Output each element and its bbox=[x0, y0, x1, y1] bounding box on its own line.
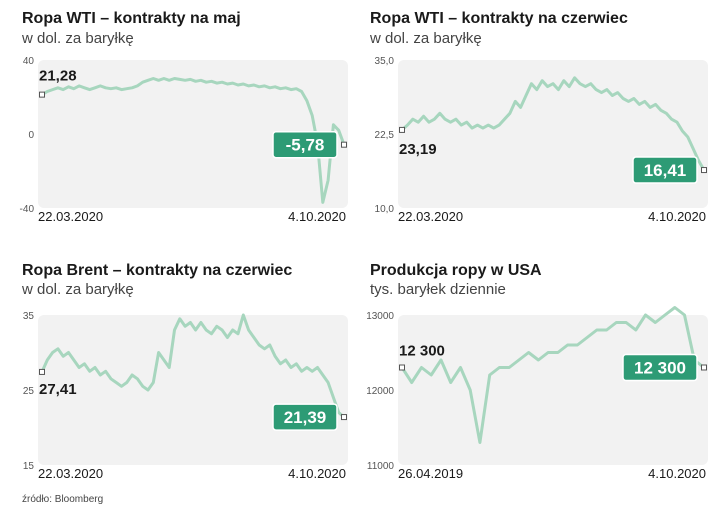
x-end-label: 4.10.2020 bbox=[288, 209, 346, 224]
line-chart: 35,0 22,5 10,0 23,19 16,41 22.03.2020 4.10.202… bbox=[375, 56, 708, 224]
end-point bbox=[701, 167, 707, 174]
start-point bbox=[39, 368, 45, 375]
plot-background bbox=[38, 60, 348, 208]
y-tick-label: 15 bbox=[23, 461, 35, 472]
y-tick-label: 22,5 bbox=[375, 130, 395, 141]
start-value-label: 27,41 bbox=[39, 381, 77, 398]
end-value-badge bbox=[272, 403, 338, 431]
series-line bbox=[400, 76, 706, 172]
x-start-label: 22.03.2020 bbox=[38, 466, 103, 481]
line-chart: 35 25 15 27,41 21,39 22.03.2020 4.10.2020 bbox=[23, 311, 348, 481]
start-value-label: 12 300 bbox=[399, 343, 445, 360]
y-tick-label: 11000 bbox=[367, 461, 395, 472]
end-value-label: 21,39 bbox=[284, 408, 327, 427]
plot-background bbox=[38, 315, 348, 465]
x-start-label: 22.03.2020 bbox=[38, 209, 103, 224]
chart-title: Ropa WTI – kontrakty na czerwiec bbox=[370, 10, 628, 27]
line-chart: 40 0 -40 21,28 -5,78 22.03.2020 4.10.2020 bbox=[20, 56, 348, 224]
x-end-label: 4.10.2020 bbox=[648, 209, 706, 224]
chart-title: Ropa WTI – kontrakty na maj bbox=[22, 10, 241, 27]
end-value-badge bbox=[272, 130, 338, 159]
chart-subtitle: w dol. za baryłkę bbox=[370, 30, 482, 47]
end-value-badge bbox=[622, 353, 698, 382]
start-value-label: 23,19 bbox=[399, 141, 437, 158]
end-point bbox=[701, 364, 707, 371]
start-value-label: 21,28 bbox=[39, 68, 77, 85]
start-point bbox=[39, 91, 45, 98]
y-tick-label: 40 bbox=[23, 56, 35, 67]
y-tick-label: 35,0 bbox=[375, 56, 395, 67]
series-line bbox=[400, 306, 706, 444]
x-end-label: 4.10.2020 bbox=[288, 466, 346, 481]
series-line bbox=[40, 77, 346, 204]
y-tick-label: 25 bbox=[23, 386, 35, 397]
y-tick-label: -40 bbox=[20, 204, 35, 215]
end-value-badge bbox=[632, 156, 698, 184]
plot-background bbox=[398, 60, 708, 208]
plot-background bbox=[398, 315, 708, 465]
chart-subtitle: w dol. za baryłkę bbox=[22, 281, 134, 298]
y-tick-label: 10,0 bbox=[375, 204, 395, 215]
start-point bbox=[399, 364, 405, 371]
end-value-label: 16,41 bbox=[644, 161, 687, 180]
y-tick-label: 35 bbox=[23, 311, 35, 322]
start-point bbox=[399, 126, 405, 133]
source-note: źródło: Bloomberg bbox=[22, 494, 104, 505]
y-tick-label: 12000 bbox=[366, 386, 394, 397]
y-tick-label: 0 bbox=[28, 130, 34, 141]
end-value-label: -5,78 bbox=[286, 136, 325, 155]
x-start-label: 22.03.2020 bbox=[398, 209, 463, 224]
end-point bbox=[341, 141, 347, 148]
line-chart: 13000 12000 11000 12 300 12 300 26.04.2019 4.1… bbox=[366, 306, 708, 481]
x-start-label: 26.04.2019 bbox=[398, 466, 463, 481]
chart-subtitle: w dol. za baryłkę bbox=[22, 30, 134, 47]
series-line bbox=[40, 313, 346, 419]
chart-title: Produkcja ropy w USA bbox=[370, 262, 542, 279]
x-end-label: 4.10.2020 bbox=[648, 466, 706, 481]
chart-subtitle: tys. baryłek dziennie bbox=[370, 281, 506, 298]
chart-title: Ropa Brent – kontrakty na czerwiec bbox=[22, 262, 293, 279]
end-value-label: 12 300 bbox=[634, 359, 686, 378]
y-tick-label: 13000 bbox=[366, 311, 394, 322]
end-point bbox=[341, 414, 347, 421]
